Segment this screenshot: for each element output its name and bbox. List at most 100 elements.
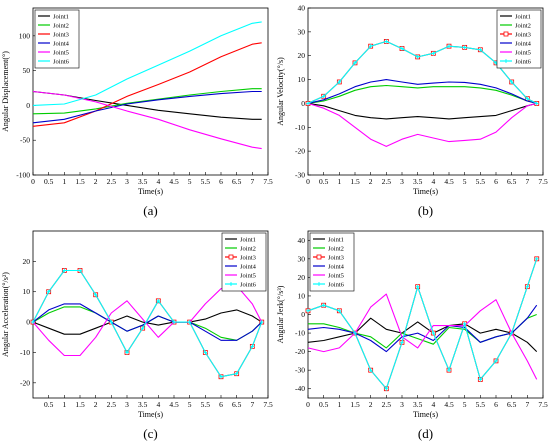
x-tick-label: 2.5	[382, 177, 392, 186]
x-tick-label: 0.5	[44, 400, 54, 409]
y-tick-label: 10	[298, 291, 306, 300]
legend-label: Joint6	[53, 58, 70, 65]
legend-label: Joint5	[240, 272, 256, 279]
data-point-joint6	[415, 54, 420, 59]
series-line-joint1	[32, 309, 262, 335]
data-point-joint6	[140, 326, 145, 331]
y-axis-label: Angular Acceleration(°/s²)	[1, 272, 10, 357]
x-tick-label: 7.5	[263, 400, 273, 409]
x-tick-label: 2.5	[107, 400, 117, 409]
data-point-joint6	[321, 94, 326, 99]
data-point-joint6	[31, 320, 35, 325]
series-line-joint1	[307, 317, 538, 352]
x-tick-label: 1.5	[75, 177, 85, 186]
legend-label: Joint1	[240, 236, 256, 243]
legend-label: Joint2	[53, 22, 69, 29]
data-point-joint6	[478, 377, 483, 382]
series-line-joint3	[32, 42, 262, 127]
chart-2: 0.5 1 1.5 2 2.5 3 3.5 4 4.5 5 5.5 6 6.5 7 7.5 -20 -10 0 10…	[1, 230, 273, 441]
data-point-joint6	[400, 46, 404, 51]
x-tick-label: 1	[337, 400, 341, 409]
x-tick-label: 5.5	[201, 177, 211, 186]
y-tick-label: 20	[23, 257, 31, 266]
x-tick-label: 4	[431, 177, 435, 186]
panel-label: (d)	[418, 426, 433, 441]
x-tick-label: 7.5	[538, 400, 548, 409]
x-tick-label: 3	[125, 400, 129, 409]
data-point-joint6	[415, 284, 420, 289]
data-point-joint6	[219, 374, 223, 379]
data-point-joint6	[494, 358, 498, 363]
x-tick-label: 1.5	[350, 400, 360, 409]
legend-box	[221, 232, 267, 292]
data-point-joint6	[368, 368, 373, 373]
panel-label: (c)	[143, 426, 157, 441]
legend-label: Joint4	[53, 40, 70, 47]
x-tick-label: 3.5	[138, 400, 148, 409]
x-tick-label: 4.5	[169, 400, 179, 409]
data-point-joint6	[462, 321, 467, 326]
x-tick-label: 2.5	[107, 177, 117, 186]
x-tick-label: 2	[94, 400, 98, 409]
x-tick-label: 4.5	[169, 177, 179, 186]
x-tick-label: 6.5	[507, 177, 517, 186]
legend-label: Joint1	[515, 13, 531, 20]
y-axis-label: Angular Velocity(°/s)	[276, 57, 285, 126]
x-tick-label: 7	[250, 177, 254, 186]
x-tick-label: 7.5	[263, 177, 273, 186]
series-line-joint6	[32, 269, 263, 378]
x-axis-label: Time(s)	[413, 410, 438, 419]
data-point-joint6	[109, 320, 114, 325]
legend-label: Joint6	[515, 58, 532, 65]
y-tick-label: 0	[301, 310, 305, 319]
y-tick-label: -30	[295, 171, 305, 180]
y-tick-label: 20	[298, 51, 306, 60]
legend-label: Joint5	[515, 49, 531, 56]
y-tick-label: -40	[295, 384, 305, 393]
x-tick-label: 1	[337, 177, 341, 186]
data-point-joint6	[525, 96, 530, 101]
y-tick-label: 10	[298, 75, 306, 84]
y-axis-label: Angular Jerk(°/s³)	[276, 285, 285, 343]
x-tick-label: 4	[156, 177, 160, 186]
data-point-joint6	[337, 308, 342, 313]
series-line-joint5	[307, 102, 537, 147]
y-tick-label: 10	[23, 287, 31, 296]
data-point-joint6	[400, 340, 404, 345]
x-tick-label: 6	[494, 400, 498, 409]
series-line-joint5	[307, 293, 538, 380]
x-tick-label: 3.5	[138, 177, 148, 186]
data-point-joint6	[337, 79, 342, 84]
x-tick-label: 1	[62, 177, 66, 186]
series-line-joint1	[307, 102, 537, 120]
data-point-joint6	[234, 371, 239, 376]
x-tick-label: 3	[125, 177, 129, 186]
data-point-joint6	[353, 331, 357, 336]
y-tick-label: -10	[295, 329, 305, 338]
y-tick-label: -30	[295, 366, 305, 375]
x-tick-label: 6.5	[507, 400, 517, 409]
x-tick-label: 5.5	[476, 400, 486, 409]
x-tick-label: 2	[369, 177, 373, 186]
series-line-joint4	[307, 79, 537, 104]
data-point-joint6	[534, 101, 539, 106]
y-tick-label: 0	[26, 318, 30, 327]
x-tick-label: 3.5	[413, 177, 423, 186]
legend-box	[309, 232, 355, 292]
legend-label: Joint6	[328, 281, 345, 288]
data-point-joint6	[93, 292, 98, 297]
y-tick-label: 20	[298, 273, 306, 282]
data-point-joint6	[462, 45, 467, 50]
x-axis-label: Time(s)	[138, 187, 163, 196]
y-tick-label: 0	[26, 101, 30, 110]
x-tick-label: 5.5	[201, 400, 211, 409]
legend-marker	[503, 31, 509, 37]
data-point-joint6	[534, 256, 539, 261]
plot-frame	[307, 7, 544, 176]
y-tick-label: 30	[298, 27, 306, 36]
chart-1: 0 0.5 1 1.5 2 2.5 3 3.5 4 4.5 5 5.5 6 6.5 7 7.5 -30 -20 -1…	[276, 4, 548, 219]
legend-label: Joint3	[53, 31, 69, 38]
x-tick-label: 0.5	[44, 177, 54, 186]
legend-label: Joint2	[515, 22, 531, 29]
data-point-joint6	[447, 44, 451, 49]
